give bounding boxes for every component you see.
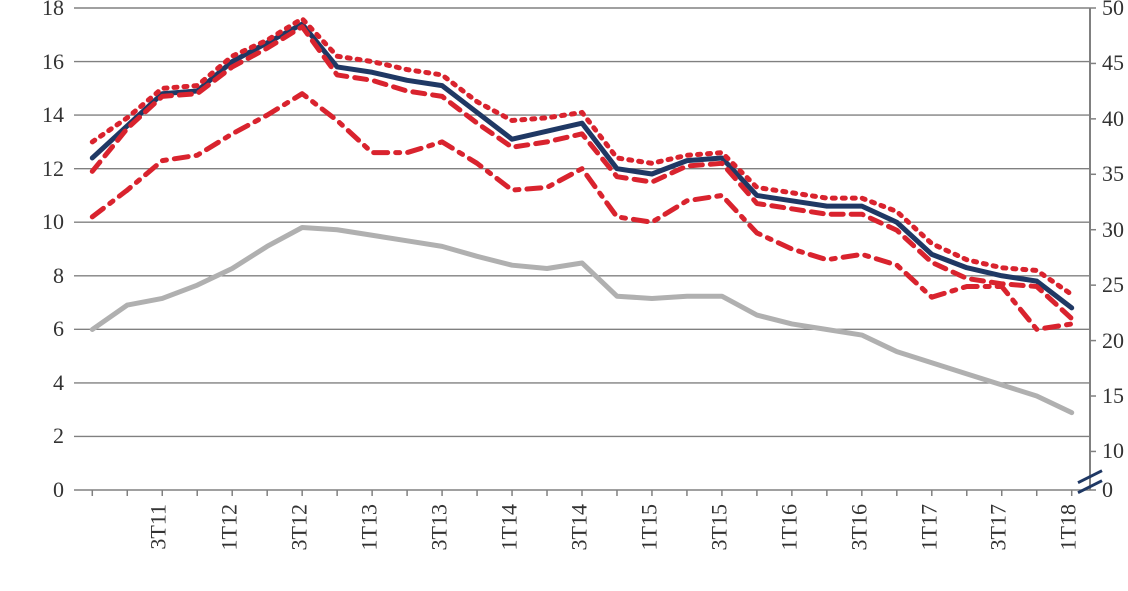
tick-label: 10 xyxy=(1102,438,1124,464)
chart-svg xyxy=(0,0,1128,591)
tick-label: 1T13 xyxy=(356,504,382,550)
tick-label: 1T18 xyxy=(1056,504,1082,550)
tick-label: 3T13 xyxy=(426,504,452,550)
tick-label: 1T17 xyxy=(916,504,942,550)
tick-label: 18 xyxy=(42,0,64,21)
tick-label: 3T14 xyxy=(566,504,592,550)
tick-label: 16 xyxy=(42,49,64,75)
series-red-dashdot xyxy=(92,94,1071,330)
tick-label: 4 xyxy=(53,370,64,396)
tick-label: 12 xyxy=(42,156,64,182)
tick-label: 3T15 xyxy=(706,504,732,550)
tick-label: 10 xyxy=(42,209,64,235)
tick-label: 15 xyxy=(1102,383,1124,409)
line-chart: 0 2 4 6 8 10 12 14 16 18 0 10 15 20 25 30 35 40 45 50 3T11 1T… xyxy=(0,0,1128,591)
tick-label: 3T12 xyxy=(286,504,312,550)
tick-label: 30 xyxy=(1102,217,1124,243)
tick-label: 3T17 xyxy=(986,504,1012,550)
tick-label: 25 xyxy=(1102,272,1124,298)
tick-label: 0 xyxy=(1102,477,1113,503)
tick-label: 6 xyxy=(53,316,64,342)
tick-label: 8 xyxy=(53,263,64,289)
tick-label: 1T16 xyxy=(776,504,802,550)
tick-label: 50 xyxy=(1102,0,1124,21)
tick-label: 40 xyxy=(1102,106,1124,132)
tick-label: 45 xyxy=(1102,50,1124,76)
tick-label: 14 xyxy=(42,102,64,128)
tick-label: 1T15 xyxy=(636,504,662,550)
tick-label: 35 xyxy=(1102,161,1124,187)
tick-label: 1T14 xyxy=(496,504,522,550)
series-red-dashed xyxy=(92,27,1071,319)
tick-label: 3T16 xyxy=(846,504,872,550)
tick-label: 0 xyxy=(53,477,64,503)
tick-label: 20 xyxy=(1102,328,1124,354)
tick-label: 1T12 xyxy=(216,504,242,550)
tick-label: 2 xyxy=(53,423,64,449)
tick-label: 3T11 xyxy=(146,504,172,550)
